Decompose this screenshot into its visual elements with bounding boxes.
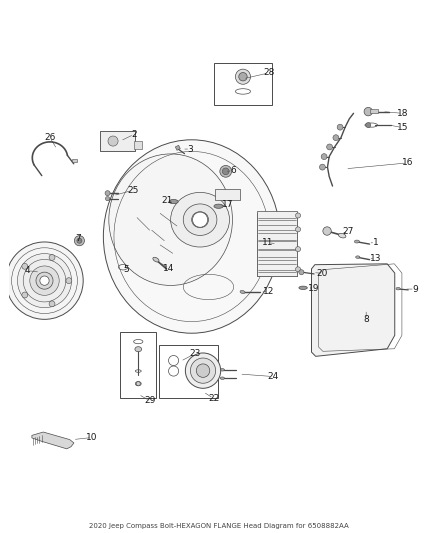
- Circle shape: [36, 272, 53, 289]
- Bar: [134, 141, 141, 149]
- Ellipse shape: [183, 204, 217, 236]
- Bar: [215, 189, 240, 200]
- Ellipse shape: [339, 233, 346, 238]
- Bar: [159, 345, 218, 398]
- Ellipse shape: [103, 140, 280, 333]
- Circle shape: [108, 136, 118, 146]
- Circle shape: [49, 301, 55, 307]
- Ellipse shape: [171, 192, 230, 247]
- Bar: [100, 131, 135, 151]
- Text: 4: 4: [25, 266, 31, 275]
- Circle shape: [296, 213, 300, 218]
- Ellipse shape: [192, 212, 208, 228]
- Ellipse shape: [135, 346, 141, 352]
- Text: 16: 16: [402, 158, 413, 167]
- Text: 2020 Jeep Compass Bolt-HEXAGON FLANGE Head Diagram for 6508882AA: 2020 Jeep Compass Bolt-HEXAGON FLANGE He…: [89, 523, 349, 529]
- Text: 26: 26: [44, 133, 56, 142]
- Circle shape: [337, 124, 343, 130]
- Polygon shape: [175, 146, 180, 150]
- Text: 15: 15: [396, 123, 408, 132]
- Text: 18: 18: [396, 109, 408, 118]
- Text: 20: 20: [316, 269, 328, 278]
- Polygon shape: [72, 159, 77, 162]
- Text: 6: 6: [230, 166, 236, 175]
- Ellipse shape: [153, 257, 159, 262]
- Circle shape: [66, 278, 72, 284]
- Text: 5: 5: [124, 265, 129, 274]
- Bar: [120, 333, 156, 398]
- Circle shape: [77, 238, 82, 243]
- Text: 2: 2: [131, 130, 137, 139]
- Text: 19: 19: [308, 284, 320, 293]
- Circle shape: [235, 69, 251, 84]
- Ellipse shape: [354, 240, 360, 243]
- Bar: [257, 213, 297, 277]
- Circle shape: [366, 123, 371, 127]
- Text: 14: 14: [163, 263, 174, 272]
- Text: 13: 13: [370, 254, 381, 263]
- Text: 12: 12: [263, 287, 274, 296]
- Circle shape: [333, 135, 339, 141]
- Ellipse shape: [109, 154, 233, 286]
- Text: 1: 1: [373, 238, 378, 247]
- Circle shape: [196, 364, 210, 377]
- Text: 17: 17: [222, 200, 233, 209]
- Ellipse shape: [240, 290, 245, 294]
- Polygon shape: [311, 264, 395, 357]
- Ellipse shape: [396, 287, 400, 290]
- Polygon shape: [32, 432, 74, 449]
- Text: 8: 8: [363, 315, 369, 324]
- Circle shape: [296, 227, 300, 232]
- Circle shape: [22, 292, 28, 298]
- Ellipse shape: [299, 286, 307, 289]
- Bar: [214, 63, 272, 105]
- Text: 21: 21: [161, 196, 173, 205]
- Text: 23: 23: [189, 349, 200, 358]
- Polygon shape: [370, 109, 378, 114]
- Circle shape: [191, 358, 215, 383]
- Ellipse shape: [220, 368, 224, 371]
- Circle shape: [30, 266, 59, 295]
- Circle shape: [185, 353, 221, 389]
- Circle shape: [299, 270, 304, 275]
- Circle shape: [223, 168, 229, 175]
- Circle shape: [239, 72, 247, 81]
- Circle shape: [74, 236, 85, 246]
- Bar: [257, 211, 297, 277]
- Circle shape: [319, 164, 325, 170]
- Ellipse shape: [169, 199, 178, 204]
- Circle shape: [40, 276, 49, 285]
- Text: 29: 29: [145, 397, 156, 406]
- Circle shape: [193, 212, 208, 227]
- Circle shape: [6, 242, 83, 319]
- Ellipse shape: [214, 204, 223, 208]
- Circle shape: [220, 165, 232, 177]
- Ellipse shape: [220, 377, 224, 379]
- Text: 11: 11: [262, 238, 274, 247]
- Circle shape: [296, 267, 300, 272]
- Circle shape: [364, 108, 372, 116]
- Circle shape: [136, 382, 140, 386]
- Text: 28: 28: [263, 68, 274, 77]
- Circle shape: [321, 154, 327, 159]
- Circle shape: [327, 144, 332, 150]
- Text: 24: 24: [267, 372, 279, 381]
- Bar: [100, 131, 135, 151]
- Circle shape: [105, 191, 110, 196]
- Text: 27: 27: [343, 228, 354, 236]
- Circle shape: [323, 227, 331, 235]
- Text: 10: 10: [86, 433, 98, 442]
- Circle shape: [22, 263, 28, 269]
- Text: 9: 9: [412, 285, 418, 294]
- Text: 22: 22: [208, 394, 219, 403]
- Text: 7: 7: [75, 234, 81, 243]
- Ellipse shape: [356, 256, 360, 259]
- Text: 3: 3: [187, 144, 193, 154]
- Circle shape: [296, 247, 300, 252]
- Circle shape: [106, 197, 110, 201]
- Circle shape: [18, 254, 71, 308]
- Circle shape: [49, 255, 55, 261]
- Text: 25: 25: [127, 186, 138, 195]
